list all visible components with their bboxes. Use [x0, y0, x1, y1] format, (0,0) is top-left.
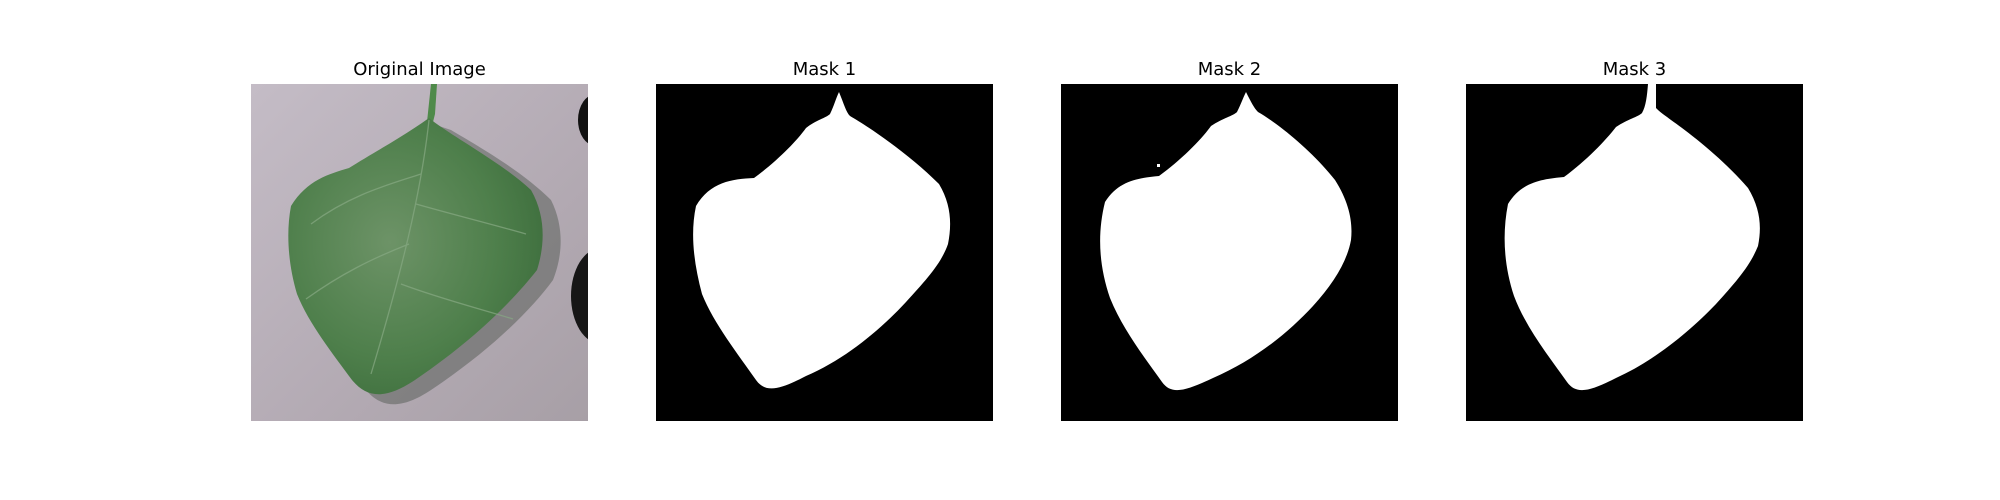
mask-1-panel: Mask 1: [656, 58, 993, 421]
panel-title: Mask 2: [1197, 59, 1262, 80]
leaf-photo: [251, 84, 588, 421]
panel-title: Original Image: [353, 59, 486, 80]
mask-1-image: [656, 84, 993, 421]
mask-3-image: [1466, 84, 1803, 421]
mask-2-image: [1061, 84, 1398, 421]
panel-title: Mask 1: [792, 59, 857, 80]
panel-title: Mask 3: [1602, 59, 1667, 80]
mask-2-panel: Mask 2: [1061, 58, 1398, 421]
original-image-panel: Original Image: [251, 58, 588, 421]
mask-3-panel: Mask 3: [1466, 58, 1803, 421]
